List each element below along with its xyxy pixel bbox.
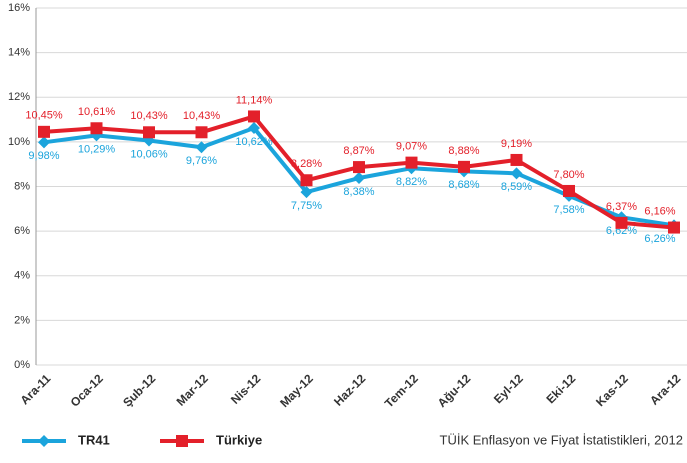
value-label: 9,07%: [396, 141, 427, 153]
value-label: 7,80%: [553, 169, 584, 181]
source: TÜİK Enflasyon ve Fiyat İstatistikleri, …: [440, 432, 683, 447]
x-tick-label: Tem-12: [382, 371, 421, 410]
point-marker: [248, 122, 260, 135]
value-label: 6,62%: [606, 225, 637, 237]
value-label: 10,43%: [183, 110, 221, 122]
legend-marker: [38, 435, 50, 447]
point-marker: [353, 172, 365, 185]
value-label: 7,58%: [553, 204, 584, 216]
point-marker: [38, 125, 50, 138]
point-marker: [510, 153, 523, 166]
point-marker: [668, 221, 680, 234]
value-label: 8,59%: [501, 181, 532, 193]
y-tick-label: 4%: [14, 270, 30, 282]
value-label: 8,88%: [448, 145, 479, 157]
point-marker: [300, 186, 313, 199]
x-tick-label: Mar-12: [174, 371, 211, 408]
point-marker: [405, 156, 418, 169]
y-tick-label: 8%: [14, 180, 30, 192]
value-label: 6,16%: [644, 205, 675, 217]
x-tick-label: Eyl-12: [491, 371, 526, 406]
x-tick-label: Haz-12: [331, 371, 368, 408]
x-tick-label: Oca-12: [68, 371, 106, 409]
y-tick-label: 6%: [14, 225, 30, 237]
legend-marker: [176, 435, 188, 447]
y-tick-label: 12%: [8, 91, 30, 103]
point-marker: [300, 174, 313, 187]
y-tick-label: 10%: [8, 136, 30, 148]
value-label: 10,61%: [78, 106, 116, 118]
y-tick-label: 0%: [14, 359, 30, 371]
y-tick-label: 14%: [8, 47, 30, 59]
point-marker: [38, 136, 50, 149]
value-label: 11,14%: [236, 94, 273, 106]
point-marker: [563, 184, 575, 197]
value-label: 10,06%: [130, 148, 168, 160]
legend-label: Türkiye: [216, 432, 262, 447]
point-marker: [248, 110, 260, 123]
point-marker: [90, 122, 103, 135]
point-marker: [458, 160, 470, 173]
point-marker: [510, 167, 523, 180]
x-tick-label: Ara-11: [18, 371, 54, 407]
x-tick-label: May-12: [277, 371, 316, 410]
point-marker: [615, 216, 628, 229]
value-label: 9,76%: [186, 155, 217, 167]
y-tick-label: 16%: [8, 2, 30, 14]
value-label: 8,87%: [343, 145, 374, 157]
value-label: 8,38%: [343, 186, 374, 198]
value-label: 9,98%: [28, 150, 59, 162]
value-label: 8,68%: [448, 179, 479, 191]
legend-label: TR41: [78, 432, 110, 447]
x-tick-label: Ara-12: [647, 371, 684, 408]
x-tick-label: Şub-12: [120, 371, 158, 409]
point-marker: [195, 126, 208, 139]
x-tick-label: Ağu-12: [435, 371, 474, 410]
x-tick-label: Nis-12: [228, 371, 264, 407]
value-label: 10,43%: [130, 110, 168, 122]
value-label: 6,26%: [644, 233, 675, 245]
point-marker: [143, 126, 155, 139]
x-tick-label: Kas-12: [593, 371, 631, 409]
y-tick-label: 2%: [14, 314, 30, 326]
value-label: 9,19%: [501, 138, 532, 150]
point-marker: [195, 141, 208, 154]
value-label: 8,28%: [291, 158, 322, 170]
point-marker: [353, 161, 365, 174]
value-label: 10,29%: [78, 143, 116, 155]
value-label: 6,37%: [606, 201, 637, 213]
value-label: 10,62%: [235, 136, 273, 148]
x-tick-label: Eki-12: [543, 371, 578, 406]
value-label: 7,75%: [291, 200, 322, 212]
value-label: 8,82%: [396, 176, 427, 188]
value-label: 10,45%: [25, 110, 63, 122]
